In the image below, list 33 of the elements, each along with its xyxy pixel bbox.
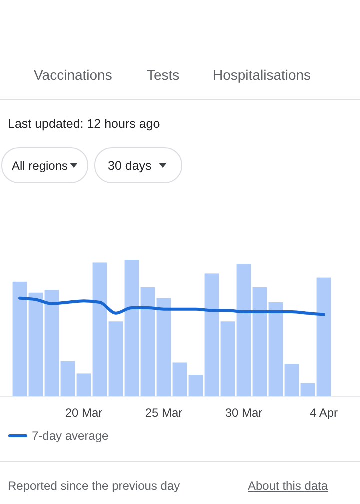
text: All regions	[12, 159, 68, 173]
x-tick-label: 25 Mar	[145, 406, 183, 420]
bar	[60, 361, 76, 397]
bar	[316, 278, 332, 397]
bar	[124, 260, 140, 397]
bar	[220, 322, 236, 397]
text: Last updated: 12 hours ago	[8, 117, 160, 131]
text: Reported since the previous day	[8, 479, 180, 493]
bar	[92, 262, 108, 397]
bar	[12, 282, 28, 397]
bar	[284, 364, 300, 397]
x-tick-label: 4 Apr	[310, 406, 338, 420]
text: About this data	[248, 479, 328, 493]
bar	[156, 298, 172, 397]
text: Vaccinations	[34, 67, 112, 83]
bar	[108, 322, 124, 397]
bar	[172, 362, 188, 397]
bar	[76, 374, 92, 397]
x-tick-label: 20 Mar	[65, 406, 103, 420]
legend-label: 7-day average	[32, 429, 110, 443]
text: Tests	[147, 67, 180, 83]
text: 30 days	[108, 159, 152, 173]
bar	[252, 287, 268, 397]
bar	[236, 264, 252, 397]
bar	[44, 290, 60, 397]
bar	[140, 287, 156, 397]
bar	[204, 274, 220, 397]
x-tick-label: 30 Mar	[225, 406, 263, 420]
bar	[28, 292, 44, 397]
bar	[300, 383, 316, 397]
bar	[268, 302, 284, 397]
text: Hospitalisations	[213, 67, 312, 83]
bar	[188, 375, 204, 397]
